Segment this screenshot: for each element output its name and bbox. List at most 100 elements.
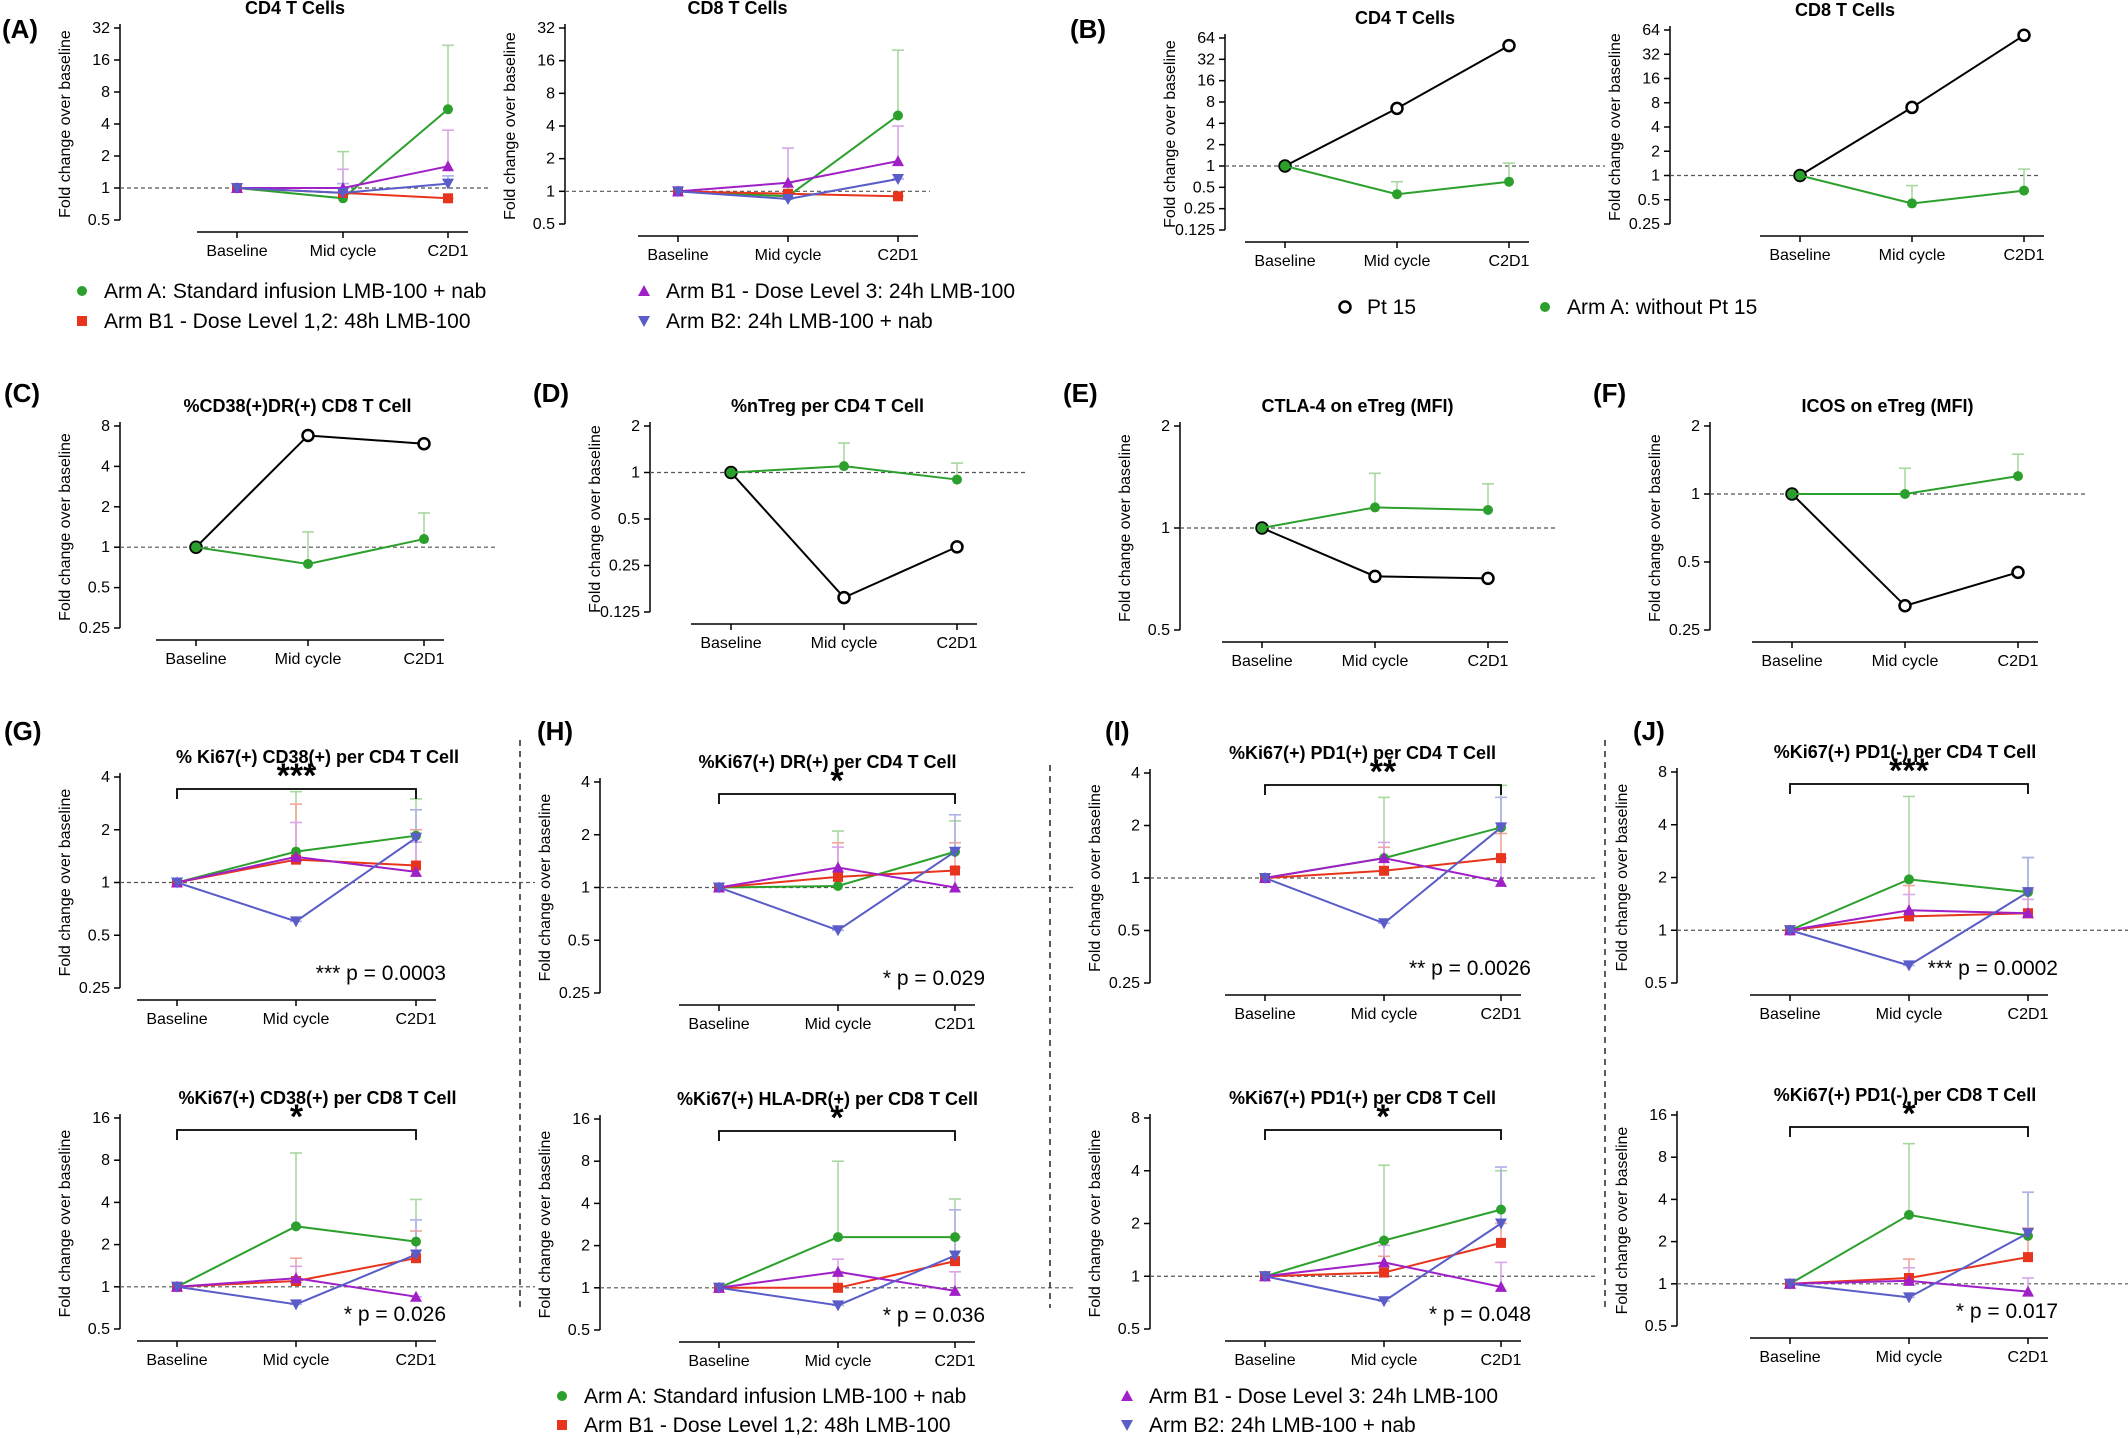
data-point bbox=[1502, 38, 1516, 53]
significance-bracket bbox=[1789, 1126, 2029, 1137]
panel-label: (A) bbox=[2, 14, 38, 44]
data-point bbox=[833, 1232, 843, 1243]
legend-label: Arm B2: 24h LMB-100 + nab bbox=[1149, 1414, 1416, 1437]
y-tick-label: 0.25 bbox=[609, 558, 640, 575]
y-tick-label: 0.25 bbox=[1184, 201, 1215, 218]
x-tick-label: Baseline bbox=[688, 1353, 749, 1370]
x-tick-label: C2D1 bbox=[878, 247, 919, 264]
y-tick-label: 16 bbox=[1197, 73, 1215, 90]
y-axis-label: Fold change over baseline bbox=[1087, 1130, 1104, 1318]
data-point bbox=[301, 428, 315, 443]
y-tick-label: 1 bbox=[581, 880, 590, 897]
data-point bbox=[419, 534, 429, 545]
chart-panel-d: (D) %nTreg per CD4 T Cell 0.125 0.25 0.5 1 2 Fo… bbox=[533, 378, 1025, 652]
legend-top-left-item: Arm B2: 24h LMB-100 + nab bbox=[638, 310, 933, 333]
data-point bbox=[1392, 189, 1402, 200]
p-value-label: * p = 0.029 bbox=[883, 967, 985, 990]
legend-top-right: Pt 15 Arm A: without Pt 15 bbox=[1338, 296, 1757, 319]
p-value-label: ** p = 0.0026 bbox=[1409, 957, 1531, 980]
x-tick-label: Mid cycle bbox=[1342, 653, 1409, 670]
y-tick-label: 8 bbox=[1206, 94, 1215, 111]
data-point bbox=[1378, 1296, 1390, 1308]
data-point bbox=[1280, 161, 1290, 171]
legend-label: Arm B2: 24h LMB-100 + nab bbox=[666, 310, 933, 333]
data-point bbox=[291, 1221, 301, 1232]
x-tick-label: Baseline bbox=[1759, 1006, 1820, 1023]
data-point bbox=[1379, 1267, 1389, 1278]
significance-stars: *** bbox=[277, 757, 317, 795]
series-line bbox=[718, 1254, 956, 1307]
chart-panel-a2: CD8 T Cells 0.5 1 2 4 8 16 32 Fold change over b… bbox=[502, 0, 930, 264]
data-point bbox=[950, 1232, 960, 1243]
y-tick-label: 1 bbox=[631, 465, 640, 482]
panel-label: (G) bbox=[4, 716, 42, 746]
data-point bbox=[2022, 1228, 2034, 1240]
x-tick-label: Baseline bbox=[146, 1352, 207, 1369]
legend-label: Arm B1 - Dose Level 1,2: 48h LMB-100 bbox=[584, 1414, 951, 1437]
chart-title: CD4 T Cells bbox=[1355, 8, 1455, 28]
data-point bbox=[1495, 875, 1507, 887]
legend-marker bbox=[1338, 300, 1352, 314]
y-tick-label: 1 bbox=[581, 1280, 590, 1297]
data-point bbox=[417, 436, 431, 451]
data-point bbox=[1483, 505, 1493, 516]
y-tick-label: 0.5 bbox=[88, 1321, 110, 1338]
y-tick-label: 8 bbox=[101, 418, 110, 435]
data-point bbox=[833, 880, 843, 891]
y-tick-label: 0.5 bbox=[1118, 1321, 1140, 1338]
y-tick-label: 4 bbox=[101, 116, 110, 133]
chart-title: CD8 T Cells bbox=[1795, 0, 1895, 20]
y-tick-label: 1 bbox=[1658, 1276, 1667, 1293]
chart-title: ICOS on eTreg (MFI) bbox=[1801, 396, 1973, 416]
p-value-label: *** p = 0.0002 bbox=[1928, 957, 2058, 980]
data-point bbox=[1368, 569, 1382, 584]
data-point bbox=[290, 850, 302, 862]
panel-label: (H) bbox=[537, 716, 573, 746]
data-point bbox=[952, 474, 962, 485]
data-point bbox=[2023, 1252, 2033, 1263]
y-tick-label: 0.5 bbox=[1638, 192, 1660, 209]
y-tick-label: 1 bbox=[101, 180, 110, 197]
data-point bbox=[782, 176, 794, 188]
data-point bbox=[832, 1300, 844, 1312]
x-tick-label: Baseline bbox=[206, 243, 267, 260]
x-tick-label: C2D1 bbox=[428, 243, 469, 260]
significance-stars: *** bbox=[1889, 752, 1929, 790]
x-tick-label: C2D1 bbox=[2004, 247, 2045, 264]
x-tick-label: Mid cycle bbox=[275, 651, 342, 668]
legend-label: Arm B1 - Dose Level 1,2: 48h LMB-100 bbox=[104, 310, 471, 333]
y-tick-label: 4 bbox=[1206, 115, 1215, 132]
chart-panel-j2: %Ki67(+) PD1(-) per CD8 T Cell 0.5 1 2 4 8 16 F… bbox=[1614, 1085, 2128, 1366]
y-tick-label: 1 bbox=[101, 875, 110, 892]
data-point bbox=[833, 1282, 843, 1293]
y-tick-label: 8 bbox=[101, 1152, 110, 1169]
significance-bracket bbox=[718, 1130, 956, 1141]
x-tick-label: C2D1 bbox=[937, 635, 978, 652]
data-point bbox=[949, 1250, 961, 1262]
y-tick-label: 2 bbox=[101, 1237, 110, 1254]
legend-marker bbox=[557, 1420, 567, 1430]
x-tick-label: C2D1 bbox=[404, 651, 445, 668]
y-tick-label: 2 bbox=[101, 148, 110, 165]
y-tick-label: 0.25 bbox=[79, 980, 110, 997]
data-point bbox=[411, 860, 421, 871]
x-tick-label: Baseline bbox=[1759, 1349, 1820, 1366]
y-tick-label: 0.25 bbox=[559, 985, 590, 1002]
series-line bbox=[195, 434, 425, 548]
y-axis-label: Fold change over baseline bbox=[1117, 434, 1134, 622]
x-tick-label: C2D1 bbox=[1998, 653, 2039, 670]
chart-title: CD8 T Cells bbox=[687, 0, 787, 18]
series-line bbox=[718, 1236, 955, 1289]
chart-title: %Ki67(+) CD38(+) per CD8 T Cell bbox=[178, 1088, 456, 1108]
y-tick-label: 16 bbox=[1649, 1107, 1667, 1124]
y-axis-label: Fold change over baseline bbox=[57, 1130, 74, 1318]
y-tick-label: 16 bbox=[537, 53, 555, 70]
data-point bbox=[2011, 565, 2025, 580]
y-tick-label: 2 bbox=[101, 499, 110, 516]
x-tick-label: Baseline bbox=[688, 1016, 749, 1033]
data-point bbox=[2017, 28, 2031, 43]
y-tick-label: 4 bbox=[101, 1194, 110, 1211]
significance-stars: ** bbox=[1370, 753, 1397, 791]
y-tick-label: 0.125 bbox=[600, 604, 640, 621]
